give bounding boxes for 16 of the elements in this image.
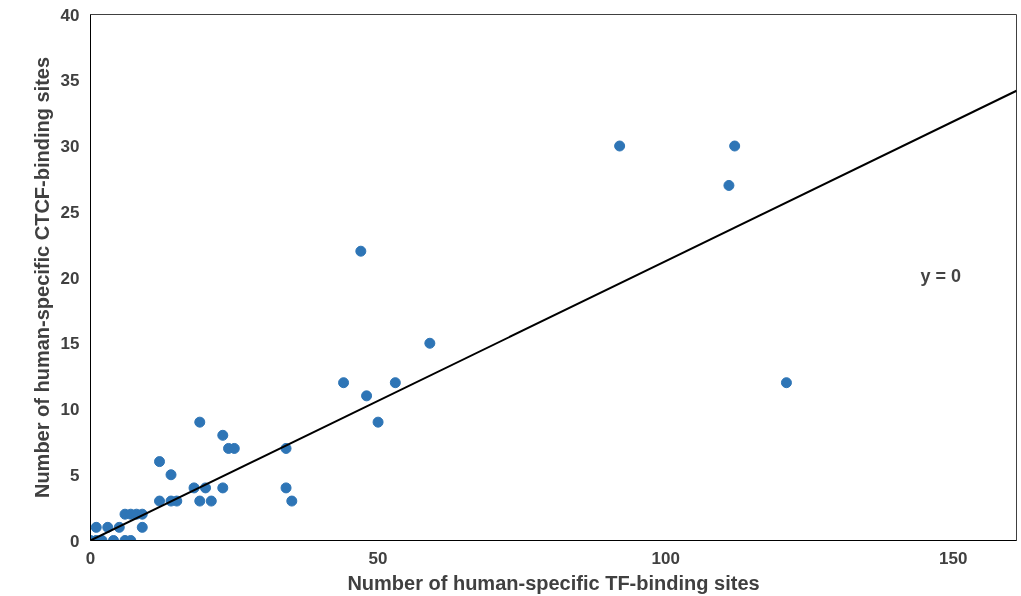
x-tick-label: 50 bbox=[368, 548, 388, 568]
y-tick-label: 15 bbox=[60, 334, 80, 354]
y-tick-label: 40 bbox=[60, 5, 80, 25]
annotation: y = 0 bbox=[920, 265, 962, 286]
y-tick-label: 35 bbox=[60, 71, 80, 91]
x-tick-label: 0 bbox=[85, 548, 96, 568]
y-tick-label: 0 bbox=[70, 531, 80, 551]
x-axis-title: Number of human-specific TF-binding sites bbox=[347, 571, 760, 594]
y-tick-label: 20 bbox=[60, 268, 80, 288]
x-tick-label: 150 bbox=[939, 548, 968, 568]
y-tick-label: 25 bbox=[60, 202, 80, 222]
y-tick-label: 5 bbox=[70, 465, 80, 485]
y-tick-label: 30 bbox=[60, 137, 80, 156]
x-tick-label: 100 bbox=[651, 548, 680, 568]
y-axis-title: Number of human-specific CTCF-binding sites bbox=[30, 56, 53, 499]
y-tick-label: 10 bbox=[60, 400, 80, 419]
